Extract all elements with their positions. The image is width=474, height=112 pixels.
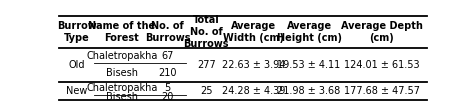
Text: Chaletropakha: Chaletropakha [86, 51, 157, 61]
Text: Average
Width (cm): Average Width (cm) [223, 21, 284, 43]
Text: 25: 25 [200, 86, 212, 96]
Text: No. of
Burrows: No. of Burrows [145, 21, 191, 43]
Text: 67: 67 [162, 51, 174, 61]
Text: Chaletropakha: Chaletropakha [86, 83, 157, 93]
Text: Average
Height (cm): Average Height (cm) [276, 21, 342, 43]
Text: 21.98 ± 3.68: 21.98 ± 3.68 [277, 86, 341, 96]
Text: 124.01 ± 61.53: 124.01 ± 61.53 [344, 60, 419, 70]
Text: 277: 277 [197, 60, 216, 70]
Text: 22.63 ± 3.94: 22.63 ± 3.94 [222, 60, 286, 70]
Text: Bisesh: Bisesh [106, 68, 138, 78]
Text: Old: Old [68, 60, 85, 70]
Text: Burrow
Type: Burrow Type [57, 21, 97, 43]
Text: 24.28 ± 4.39: 24.28 ± 4.39 [222, 86, 286, 96]
Text: Total
No. of
Burrows: Total No. of Burrows [183, 15, 229, 49]
Text: Average Depth
(cm): Average Depth (cm) [341, 21, 422, 43]
Text: 177.68 ± 47.57: 177.68 ± 47.57 [344, 86, 419, 96]
Text: Name of the
Forest: Name of the Forest [88, 21, 155, 43]
Text: 20: 20 [162, 92, 174, 102]
Text: 210: 210 [158, 68, 177, 78]
Text: Bisesh: Bisesh [106, 92, 138, 102]
Text: 5: 5 [164, 83, 171, 93]
Text: 19.53 ± 4.11: 19.53 ± 4.11 [277, 60, 341, 70]
Text: New: New [66, 86, 87, 96]
